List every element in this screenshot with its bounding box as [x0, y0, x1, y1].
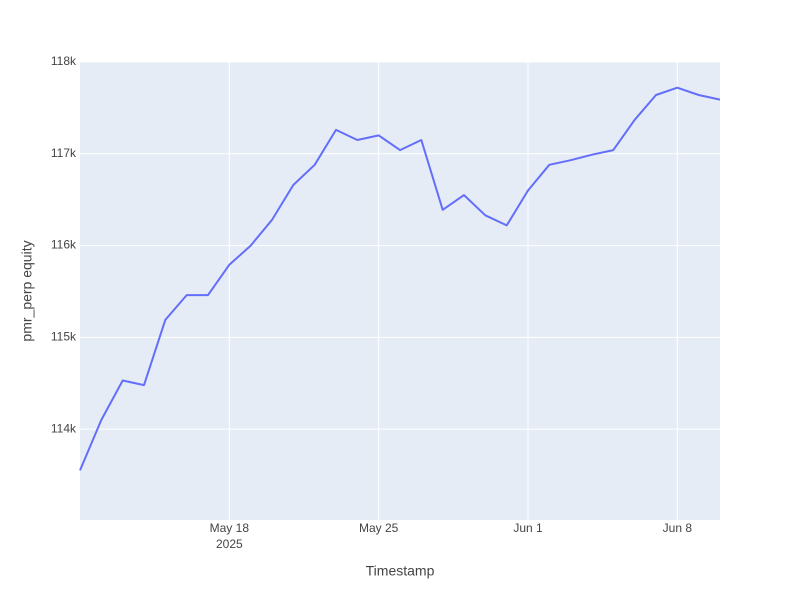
- plot-area: [80, 62, 720, 520]
- y-tick-label: 116k: [51, 238, 77, 252]
- x-tick-label: May 25: [359, 521, 399, 535]
- line: [79, 86, 721, 471]
- x-tick-label: Jun 8: [663, 521, 693, 535]
- x-tick-label: May 18: [210, 521, 250, 535]
- y-tick-label: 118k: [51, 54, 77, 68]
- x-tick-year: 2025: [216, 537, 243, 551]
- y-tick-label: 117k: [51, 146, 77, 160]
- grid: [80, 61, 720, 520]
- y-axis-title: pmr_perp equity: [19, 240, 35, 341]
- x-tick-label: Jun 1: [513, 521, 543, 535]
- x-axis-title: Timestamp: [366, 563, 435, 579]
- series: [79, 86, 721, 471]
- y-tick-label: 115k: [51, 330, 77, 344]
- y-tick-label: 114k: [51, 421, 77, 435]
